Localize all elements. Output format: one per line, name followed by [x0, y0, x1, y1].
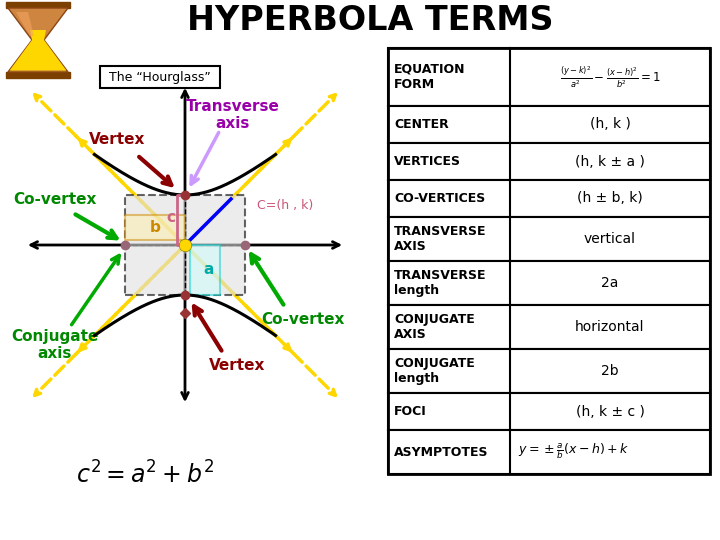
Text: 2b: 2b	[601, 364, 618, 378]
Text: 2a: 2a	[601, 276, 618, 290]
Text: b: b	[150, 220, 161, 235]
Text: $y = \pm\frac{a}{b}(x-h)+k$: $y = \pm\frac{a}{b}(x-h)+k$	[518, 442, 629, 462]
Text: CONJUGATE
length: CONJUGATE length	[394, 357, 474, 385]
Bar	[388, 48, 710, 106]
Text: c: c	[166, 210, 176, 225]
Text: Vertex: Vertex	[209, 357, 265, 373]
Bar	[100, 66, 220, 88]
Polygon shape	[30, 30, 46, 40]
Bar	[388, 349, 710, 393]
Text: Co-vertex: Co-vertex	[13, 192, 96, 207]
Text: CENTER: CENTER	[394, 118, 449, 131]
Text: a: a	[204, 262, 214, 278]
Text: Co-vertex: Co-vertex	[261, 313, 345, 327]
Bar	[388, 180, 710, 217]
Polygon shape	[16, 12, 34, 36]
Text: horizontal: horizontal	[575, 320, 644, 334]
Text: (h, k ± a ): (h, k ± a )	[575, 154, 645, 168]
Bar	[388, 430, 710, 474]
Bar	[125, 195, 245, 295]
Text: (h, k ± c ): (h, k ± c )	[575, 404, 644, 418]
Text: HYPERBOLA TERMS: HYPERBOLA TERMS	[186, 3, 553, 37]
Text: CONJUGATE
AXIS: CONJUGATE AXIS	[394, 313, 474, 341]
Text: TRANSVERSE
AXIS: TRANSVERSE AXIS	[394, 225, 487, 253]
Text: vertical: vertical	[584, 232, 636, 246]
Text: C=(h , k): C=(h , k)	[257, 199, 313, 212]
Text: Vertex: Vertex	[89, 132, 145, 147]
Bar	[388, 106, 710, 143]
Polygon shape	[8, 8, 68, 40]
Bar	[125, 215, 185, 240]
Polygon shape	[10, 40, 66, 70]
Text: VERTICES: VERTICES	[394, 155, 461, 168]
Text: FOCI: FOCI	[394, 405, 427, 418]
Text: (h ± b, k): (h ± b, k)	[577, 192, 643, 206]
Text: Conjugate
axis: Conjugate axis	[12, 329, 99, 361]
Bar	[388, 393, 710, 430]
Polygon shape	[8, 40, 68, 72]
Text: EQUATION
FORM: EQUATION FORM	[394, 63, 466, 91]
Bar	[388, 261, 710, 305]
Text: ASYMPTOTES: ASYMPTOTES	[394, 446, 488, 458]
Bar	[388, 143, 710, 180]
Bar	[388, 48, 710, 474]
Polygon shape	[6, 2, 70, 8]
Text: CO-VERTICES: CO-VERTICES	[394, 192, 485, 205]
Text: TRANSVERSE
length: TRANSVERSE length	[394, 269, 487, 297]
Bar	[388, 305, 710, 349]
Bar	[388, 217, 710, 261]
Polygon shape	[6, 72, 70, 78]
Text: $c^2 = a^2 + b^2$: $c^2 = a^2 + b^2$	[76, 461, 214, 489]
Text: The “Hourglass”: The “Hourglass”	[109, 71, 211, 84]
Text: (h, k ): (h, k )	[590, 118, 631, 132]
Bar	[190, 245, 220, 295]
Text: $\frac{(y-k)^2}{a^2} - \frac{(x-h)^2}{b^2} = 1$: $\frac{(y-k)^2}{a^2} - \frac{(x-h)^2}{b^…	[559, 64, 660, 90]
Text: Transverse
axis: Transverse axis	[186, 99, 280, 131]
